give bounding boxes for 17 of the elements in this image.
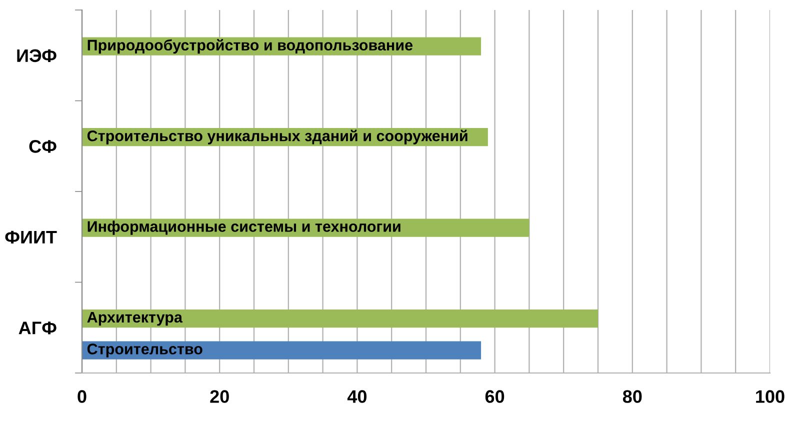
y-tick-label: ИЭФ	[17, 49, 56, 62]
y-tick-label: АГФ	[18, 322, 56, 334]
data-label: Природообустройство и водопользование	[88, 39, 413, 54]
x-tick-label: 100	[756, 390, 784, 403]
x-tick-label: 60	[485, 390, 504, 403]
data-label: Строительство уникальных зданий и сооружений	[87, 130, 468, 144]
data-label: Архитектура	[87, 312, 183, 326]
bar	[82, 309, 598, 328]
data-label: Информационные системы и технологии	[88, 220, 400, 235]
bar	[82, 341, 482, 360]
y-tick-label: ФИИТ	[5, 230, 57, 244]
data-label: Строительство	[87, 344, 202, 358]
y-tick-label: СФ	[29, 140, 56, 153]
x-tick-label: 80	[622, 390, 642, 403]
x-tick-label: 40	[347, 390, 367, 403]
x-tick-label: 20	[210, 390, 229, 403]
x-tick-label: 0	[78, 390, 86, 403]
